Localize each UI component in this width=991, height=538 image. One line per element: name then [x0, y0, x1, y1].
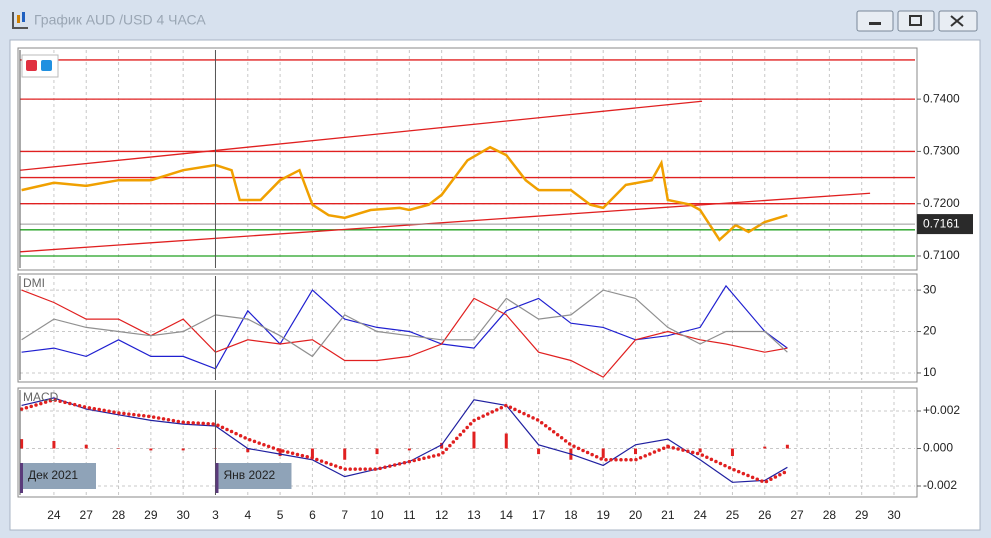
histogram-bar: [472, 431, 476, 449]
trend-line: [20, 192, 871, 253]
histogram-bar: [84, 444, 88, 449]
histogram-bar: [601, 448, 605, 458]
x-tick-label: 27: [80, 508, 94, 522]
histogram-bar: [246, 448, 250, 453]
period-box: [215, 463, 292, 489]
period-tick: [215, 463, 219, 493]
histogram-bar: [278, 448, 282, 456]
histogram-bar: [440, 442, 444, 449]
x-tick-label: 11: [403, 508, 416, 522]
histogram-bar: [763, 446, 767, 449]
histogram-bar: [634, 448, 638, 455]
histogram-bar: [149, 448, 153, 451]
period-label: Дек 2021: [28, 468, 78, 482]
x-tick-label: 4: [244, 508, 251, 522]
histogram-bar: [407, 448, 411, 451]
x-tick-label: 24: [693, 508, 707, 522]
histogram-bar: [785, 444, 789, 449]
window-title: График AUD /USD 4 ЧАСА: [34, 12, 206, 28]
histogram-bar: [730, 448, 734, 456]
x-tick-label: 10: [370, 508, 384, 522]
x-tick-label: 3: [212, 508, 219, 522]
x-tick-label: 21: [661, 508, 675, 522]
period-tick: [20, 463, 23, 493]
x-tick-label: 28: [823, 508, 837, 522]
y-tick-label: 0.000: [923, 441, 953, 455]
histogram-bar: [181, 448, 185, 451]
close-button[interactable]: [938, 10, 978, 32]
x-tick-label: 26: [758, 508, 772, 522]
last-price-box: [917, 214, 973, 235]
last-price-label: 0.7161: [923, 216, 960, 230]
x-tick-label: 20: [629, 508, 643, 522]
panel-content: [20, 284, 915, 378]
x-tick-label: 29: [144, 508, 158, 522]
panel-content: [20, 397, 915, 487]
histogram-bar: [375, 448, 379, 455]
series-line: [21, 145, 788, 242]
histogram-bar: [698, 448, 702, 453]
app-icon: [12, 12, 28, 29]
x-tick-label: 29: [855, 508, 869, 522]
histogram-bar: [20, 439, 24, 449]
y-tick-label: +0.002: [923, 403, 960, 417]
y-tick-label: 0.7100: [923, 248, 960, 262]
x-tick-label: 30: [887, 508, 901, 522]
x-tick-label: 18: [564, 508, 578, 522]
y-tick-label: 0.7400: [923, 91, 960, 105]
x-tick-label: 19: [597, 508, 611, 522]
x-tick-label: 5: [277, 508, 284, 522]
histogram-bar: [52, 441, 56, 449]
y-tick-label: 0.7300: [923, 144, 960, 158]
series-line: [21, 284, 788, 370]
x-tick-label: 17: [532, 508, 546, 522]
toggle-red: [26, 60, 37, 71]
y-tick-label: 30: [923, 282, 937, 296]
histogram-bar: [343, 448, 347, 460]
panel: [17, 273, 918, 383]
panel: [17, 387, 918, 498]
x-tick-label: 7: [341, 508, 348, 522]
x-tick-label: 13: [467, 508, 481, 522]
panel-title: MACD: [23, 390, 59, 404]
restore-button[interactable]: [897, 10, 935, 32]
y-tick-label: 20: [923, 324, 937, 338]
series-line: [21, 289, 788, 358]
panel-title: DMI: [23, 276, 45, 290]
panel-content: [20, 59, 915, 257]
y-tick-label: 0.7200: [923, 196, 960, 210]
y-tick-label: 10: [923, 365, 937, 379]
histogram-bar: [504, 433, 508, 449]
period-box: [20, 463, 96, 489]
y-tick-label: -0.002: [923, 478, 957, 492]
x-tick-label: 24: [47, 508, 61, 522]
x-tick-label: 28: [112, 508, 126, 522]
x-tick-label: 27: [790, 508, 804, 522]
x-tick-label: 14: [500, 508, 514, 522]
toggle-blue: [41, 60, 52, 71]
x-tick-label: 6: [309, 508, 316, 522]
series-line: [20, 397, 790, 485]
histogram-bar: [117, 448, 121, 449]
period-label: Янв 2022: [223, 468, 275, 482]
histogram-bar: [310, 448, 314, 458]
x-tick-label: 25: [726, 508, 740, 522]
x-tick-label: 12: [435, 508, 449, 522]
minimize-button[interactable]: [856, 10, 894, 32]
x-tick-label: 30: [176, 508, 190, 522]
trend-line: [20, 100, 703, 171]
histogram-bar: [537, 448, 541, 455]
